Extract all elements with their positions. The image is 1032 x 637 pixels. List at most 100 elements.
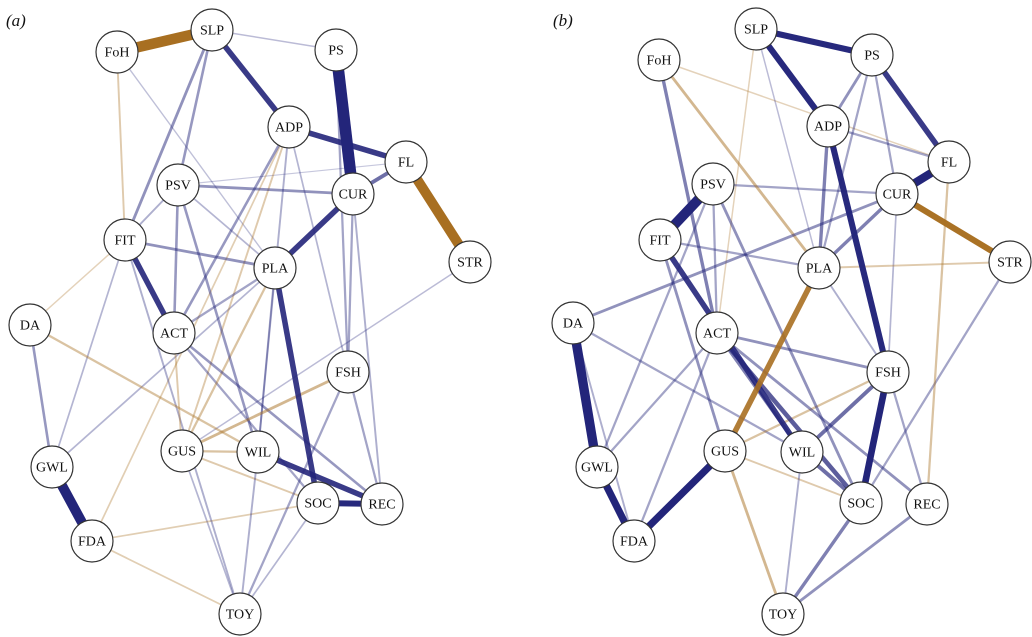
edge-pla-soc (272, 267, 321, 504)
edge-soc-toy (239, 502, 319, 615)
node-psv: PSV (156, 163, 200, 207)
node-fsh: FSH (326, 350, 370, 394)
node-label: ACT (703, 327, 731, 342)
node-circle (70, 519, 114, 563)
node-label: FDA (78, 535, 107, 550)
node-foh: FoH (637, 38, 681, 82)
node-label: FIT (115, 234, 136, 249)
edge-pla-gus (180, 267, 277, 452)
node-str: STR (448, 240, 492, 284)
node-label: PSV (700, 178, 726, 193)
edge-slp-pla (755, 28, 820, 269)
node-wil: WIL (780, 430, 824, 474)
node-circle (331, 172, 375, 216)
edge-foh-pla (657, 59, 821, 269)
edge-fl-rec (925, 161, 951, 505)
edge-pla-gus (722, 266, 822, 453)
node-fsh: FSH (866, 350, 910, 394)
edge-adp-fsh (825, 125, 891, 373)
node-label: DA (563, 317, 584, 332)
node-circle (695, 311, 739, 355)
node-label: FL (398, 156, 414, 171)
node-circle (637, 38, 681, 82)
node-toy: TOY (761, 592, 805, 636)
edge-da-gwl (568, 322, 602, 468)
node-circle (253, 246, 297, 290)
node-slp: SLP (734, 7, 778, 51)
node-adp: ADP (267, 105, 311, 149)
panel-a-nodes: SLP FoH PS ADP FL PSV CUR FIT STR PLA DA ACT FSH GUS W… (8, 8, 492, 636)
node-label: SOC (847, 497, 874, 512)
node-circle (384, 140, 428, 184)
node-circle (850, 33, 894, 77)
edge-cur-rec (352, 193, 383, 505)
edge-cur-fsh (887, 193, 898, 373)
edge-str-soc (860, 261, 1011, 504)
edge-psv-wil (176, 184, 260, 453)
node-label: PS (328, 44, 344, 59)
node-label: GUS (168, 445, 196, 460)
edge-ps-cur (330, 49, 359, 195)
panel-b-edges (568, 26, 1012, 616)
node-circle (360, 482, 404, 526)
node-label: PS (864, 49, 880, 64)
node-str: STR (988, 240, 1032, 284)
node-label: REC (913, 498, 940, 513)
node-label: CUR (883, 188, 912, 203)
node-circle (8, 303, 52, 347)
node-circle (190, 8, 234, 52)
edge-wil-toy (782, 451, 803, 615)
node-slp: SLP (190, 8, 234, 52)
node-circle (160, 429, 204, 473)
node-circle (612, 519, 656, 563)
edge-fit-gus (658, 239, 727, 452)
node-label: DA (20, 319, 41, 334)
node-label: SOC (304, 497, 331, 512)
node-label: SLP (744, 23, 768, 38)
edge-slp-fit (123, 29, 214, 241)
node-circle (780, 430, 824, 474)
node-label: CUR (339, 188, 368, 203)
node-rec: REC (360, 482, 404, 526)
panel-b: (b) SLP FoH PS ADP FL PSV CUR FIT STR PLA DA ACT FSH… (551, 7, 1032, 636)
edge-psv-act (172, 184, 180, 334)
node-pla: PLA (253, 246, 297, 290)
edge-fsh-rec (346, 371, 384, 505)
node-label: REC (368, 498, 395, 513)
node-pla: PLA (797, 246, 841, 290)
node-wil: WIL (236, 430, 280, 474)
node-label: GWL (36, 461, 68, 476)
edge-foh-pla (116, 51, 276, 269)
edge-adp-pla (817, 125, 830, 269)
node-circle (314, 28, 358, 72)
edge-psv-act (711, 183, 719, 334)
edge-wil-rec (256, 449, 384, 507)
node-label: STR (457, 256, 483, 271)
edge-fsh-gus (181, 370, 349, 453)
node-label: FDA (620, 535, 649, 550)
node-circle (448, 240, 492, 284)
node-label: FSH (335, 366, 361, 381)
edge-gus-soc (724, 450, 862, 504)
node-circle (638, 218, 682, 262)
node-circle (761, 592, 805, 636)
node-circle (103, 218, 147, 262)
edge-ps-cur (870, 54, 899, 195)
node-circle (797, 246, 841, 290)
edge-foh-act (657, 59, 719, 334)
node-circle (734, 7, 778, 51)
edge-foh-fit (116, 51, 126, 241)
edge-soc-toy (781, 502, 863, 615)
edge-ps-pla (817, 54, 874, 269)
edge-ps-fl (869, 53, 952, 164)
edge-fsh-soc (857, 371, 892, 504)
edge-fda-soc (91, 502, 319, 542)
edge-gus-soc (181, 450, 319, 504)
node-label: GUS (711, 445, 739, 460)
edge-gus-toy (723, 450, 785, 615)
edge-gus-fsh (724, 370, 889, 453)
edge-act-soc (173, 332, 319, 504)
edge-fl-psv (177, 161, 407, 186)
edge-rec-fsh (886, 371, 929, 505)
